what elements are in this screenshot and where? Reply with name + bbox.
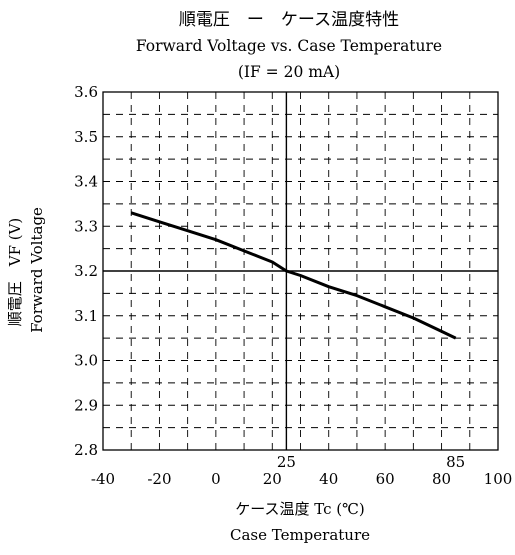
chart-condition: (IF = 20 mA): [238, 63, 340, 81]
y-tick-label: 3.5: [74, 128, 98, 146]
y-tick-label: 3.6: [74, 83, 98, 101]
y-tick-labels: 2.8 2.9 3.0 3.1 3.2 3.3 3.4 3.5 3.6: [74, 83, 98, 459]
x-tick-label: 40: [319, 470, 338, 488]
x-tick-label: 20: [263, 470, 282, 488]
chart-subtitle: Forward Voltage vs. Case Temperature: [136, 37, 442, 55]
chart-title: 順電圧 ー ケース温度特性: [179, 10, 399, 30]
ref-x-label: 25: [277, 453, 296, 471]
x-axis-label-en: Case Temperature: [230, 526, 370, 544]
y-tick-label: 3.0: [74, 352, 98, 370]
y-tick-label: 3.2: [74, 262, 98, 280]
y-tick-label: 3.3: [74, 217, 98, 235]
y-axis-label: 順電圧 VF (V): [6, 218, 24, 327]
y-tick-label: 2.9: [74, 396, 98, 414]
x-tick-label: -20: [147, 470, 171, 488]
x-tick-label: 60: [376, 470, 395, 488]
x-axis-label: ケース温度 Tc (℃): [235, 500, 365, 518]
grid: [103, 92, 498, 450]
y-axis-label-en: Forward Voltage: [28, 207, 46, 333]
extra-x-label: 85: [446, 453, 465, 471]
x-tick-label: 80: [432, 470, 451, 488]
series-line: [130, 211, 457, 340]
y-tick-label: 2.8: [74, 441, 98, 459]
x-tick-labels: -40 -20 0 20 40 60 80 100: [91, 470, 512, 488]
x-tick-label: 0: [211, 470, 221, 488]
y-tick-label: 3.4: [74, 173, 98, 191]
plot-frame: [102, 91, 499, 451]
y-tick-label: 3.1: [74, 307, 98, 325]
x-tick-label: -40: [91, 470, 115, 488]
series: [130, 211, 457, 340]
x-tick-label: 100: [484, 470, 513, 488]
